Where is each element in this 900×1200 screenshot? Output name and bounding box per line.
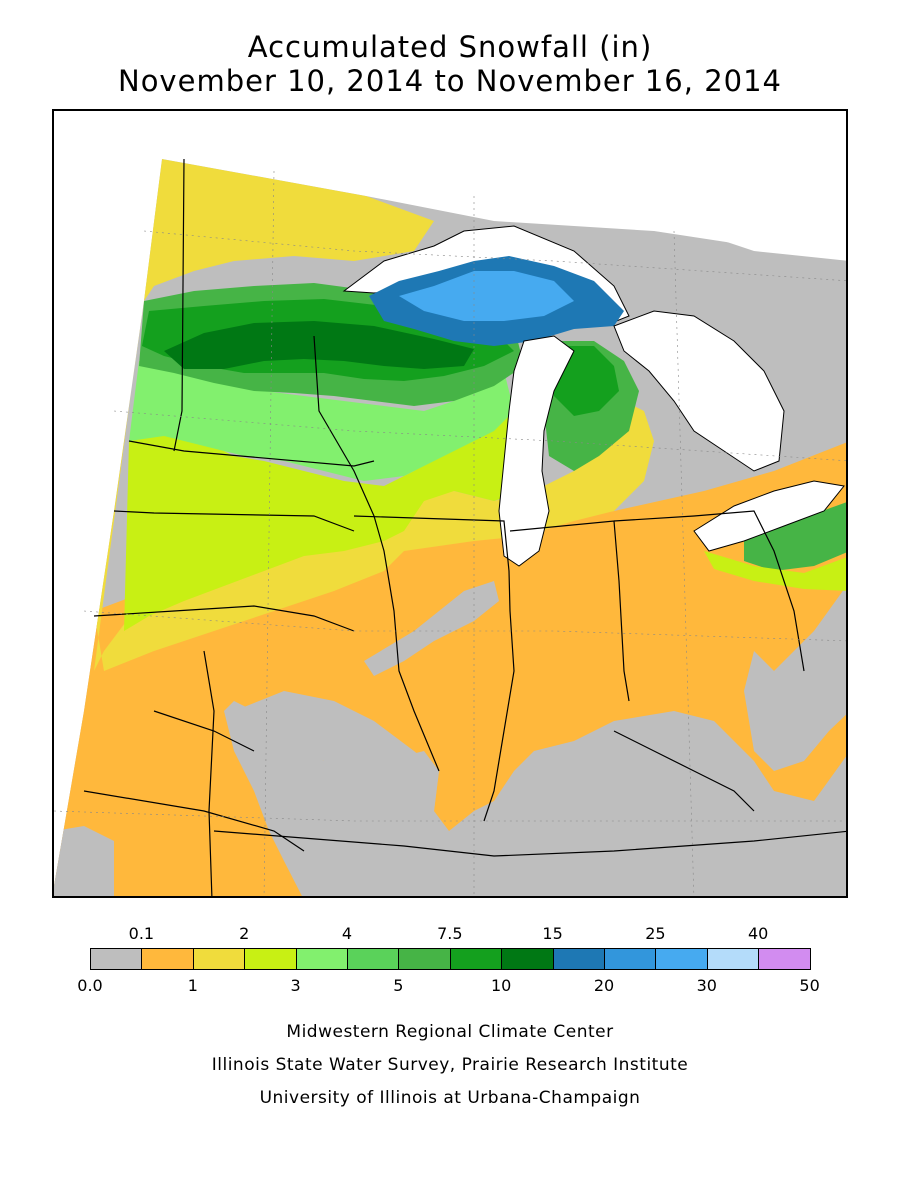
snow-band-orange [54, 441, 846, 896]
canada-region [164, 111, 846, 261]
map-date-range: November 10, 2014 to November 16, 2014 [118, 64, 782, 98]
legend-top-label: 7.5 [437, 924, 463, 943]
legend-swatch [192, 948, 246, 970]
snow-band-green10 [164, 321, 474, 369]
legend-swatch [295, 948, 348, 970]
legend-top-label: 0.1 [128, 924, 155, 943]
graticule [54, 170, 846, 896]
legend-top-label: 4 [341, 924, 353, 943]
snow-band-yellow [94, 159, 654, 671]
legend-bottom-label: 0.0 [77, 976, 103, 995]
snow-band-green-erie [744, 501, 846, 571]
legend-swatch [501, 948, 554, 970]
snow-band-gray-patch [234, 691, 439, 821]
legend-swatch [449, 948, 503, 970]
legend-swatch [398, 948, 451, 970]
snow-band-lime-erie [704, 551, 846, 591]
legend-top-label: 15 [542, 924, 563, 943]
legend-top-label: 2 [239, 924, 250, 943]
lake-michigan [498, 335, 575, 567]
legend-swatch [552, 948, 605, 970]
legend-swatch [90, 948, 143, 970]
snow-band-gray-patch [54, 826, 114, 896]
legend-bottom-label: 20 [593, 976, 615, 995]
snow-band-lime [124, 381, 524, 631]
lake-huron [613, 310, 785, 472]
snowfall-map-svg [54, 111, 846, 896]
snow-band-blue25 [399, 271, 574, 321]
legend-swatch [706, 948, 760, 970]
legend-swatch [604, 948, 657, 970]
credit-line-2: Illinois State Water Survey, Prairie Res… [211, 1055, 689, 1075]
legend-swatch [655, 948, 708, 970]
legend-bottom-label: 5 [393, 976, 404, 995]
credit-line-1: Midwestern Regional Climate Center [286, 1022, 614, 1042]
legend-top-label: 25 [645, 924, 666, 943]
legend-swatch [244, 948, 297, 970]
lake-erie [693, 480, 845, 552]
snow-band-green7-michigan [554, 346, 619, 416]
snowfall-map [52, 109, 848, 898]
legend-swatch [758, 948, 811, 970]
credit-line-3: University of Illinois at Urbana-Champai… [259, 1088, 641, 1108]
legend-bottom-label: 10 [491, 976, 512, 995]
map-title: Accumulated Snowfall (in) [247, 30, 653, 64]
legend-bottom-label: 30 [696, 976, 717, 995]
legend-bottom-label: 3 [290, 976, 301, 995]
legend-bottom-label: 50 [799, 976, 820, 995]
legend-swatch [141, 948, 194, 970]
state-borders [83, 158, 846, 896]
legend-bottom-label: 1 [187, 976, 198, 995]
snow-band-lightgreen [129, 361, 514, 481]
legend-swatch [347, 948, 400, 970]
legend-top-label: 40 [748, 924, 769, 943]
